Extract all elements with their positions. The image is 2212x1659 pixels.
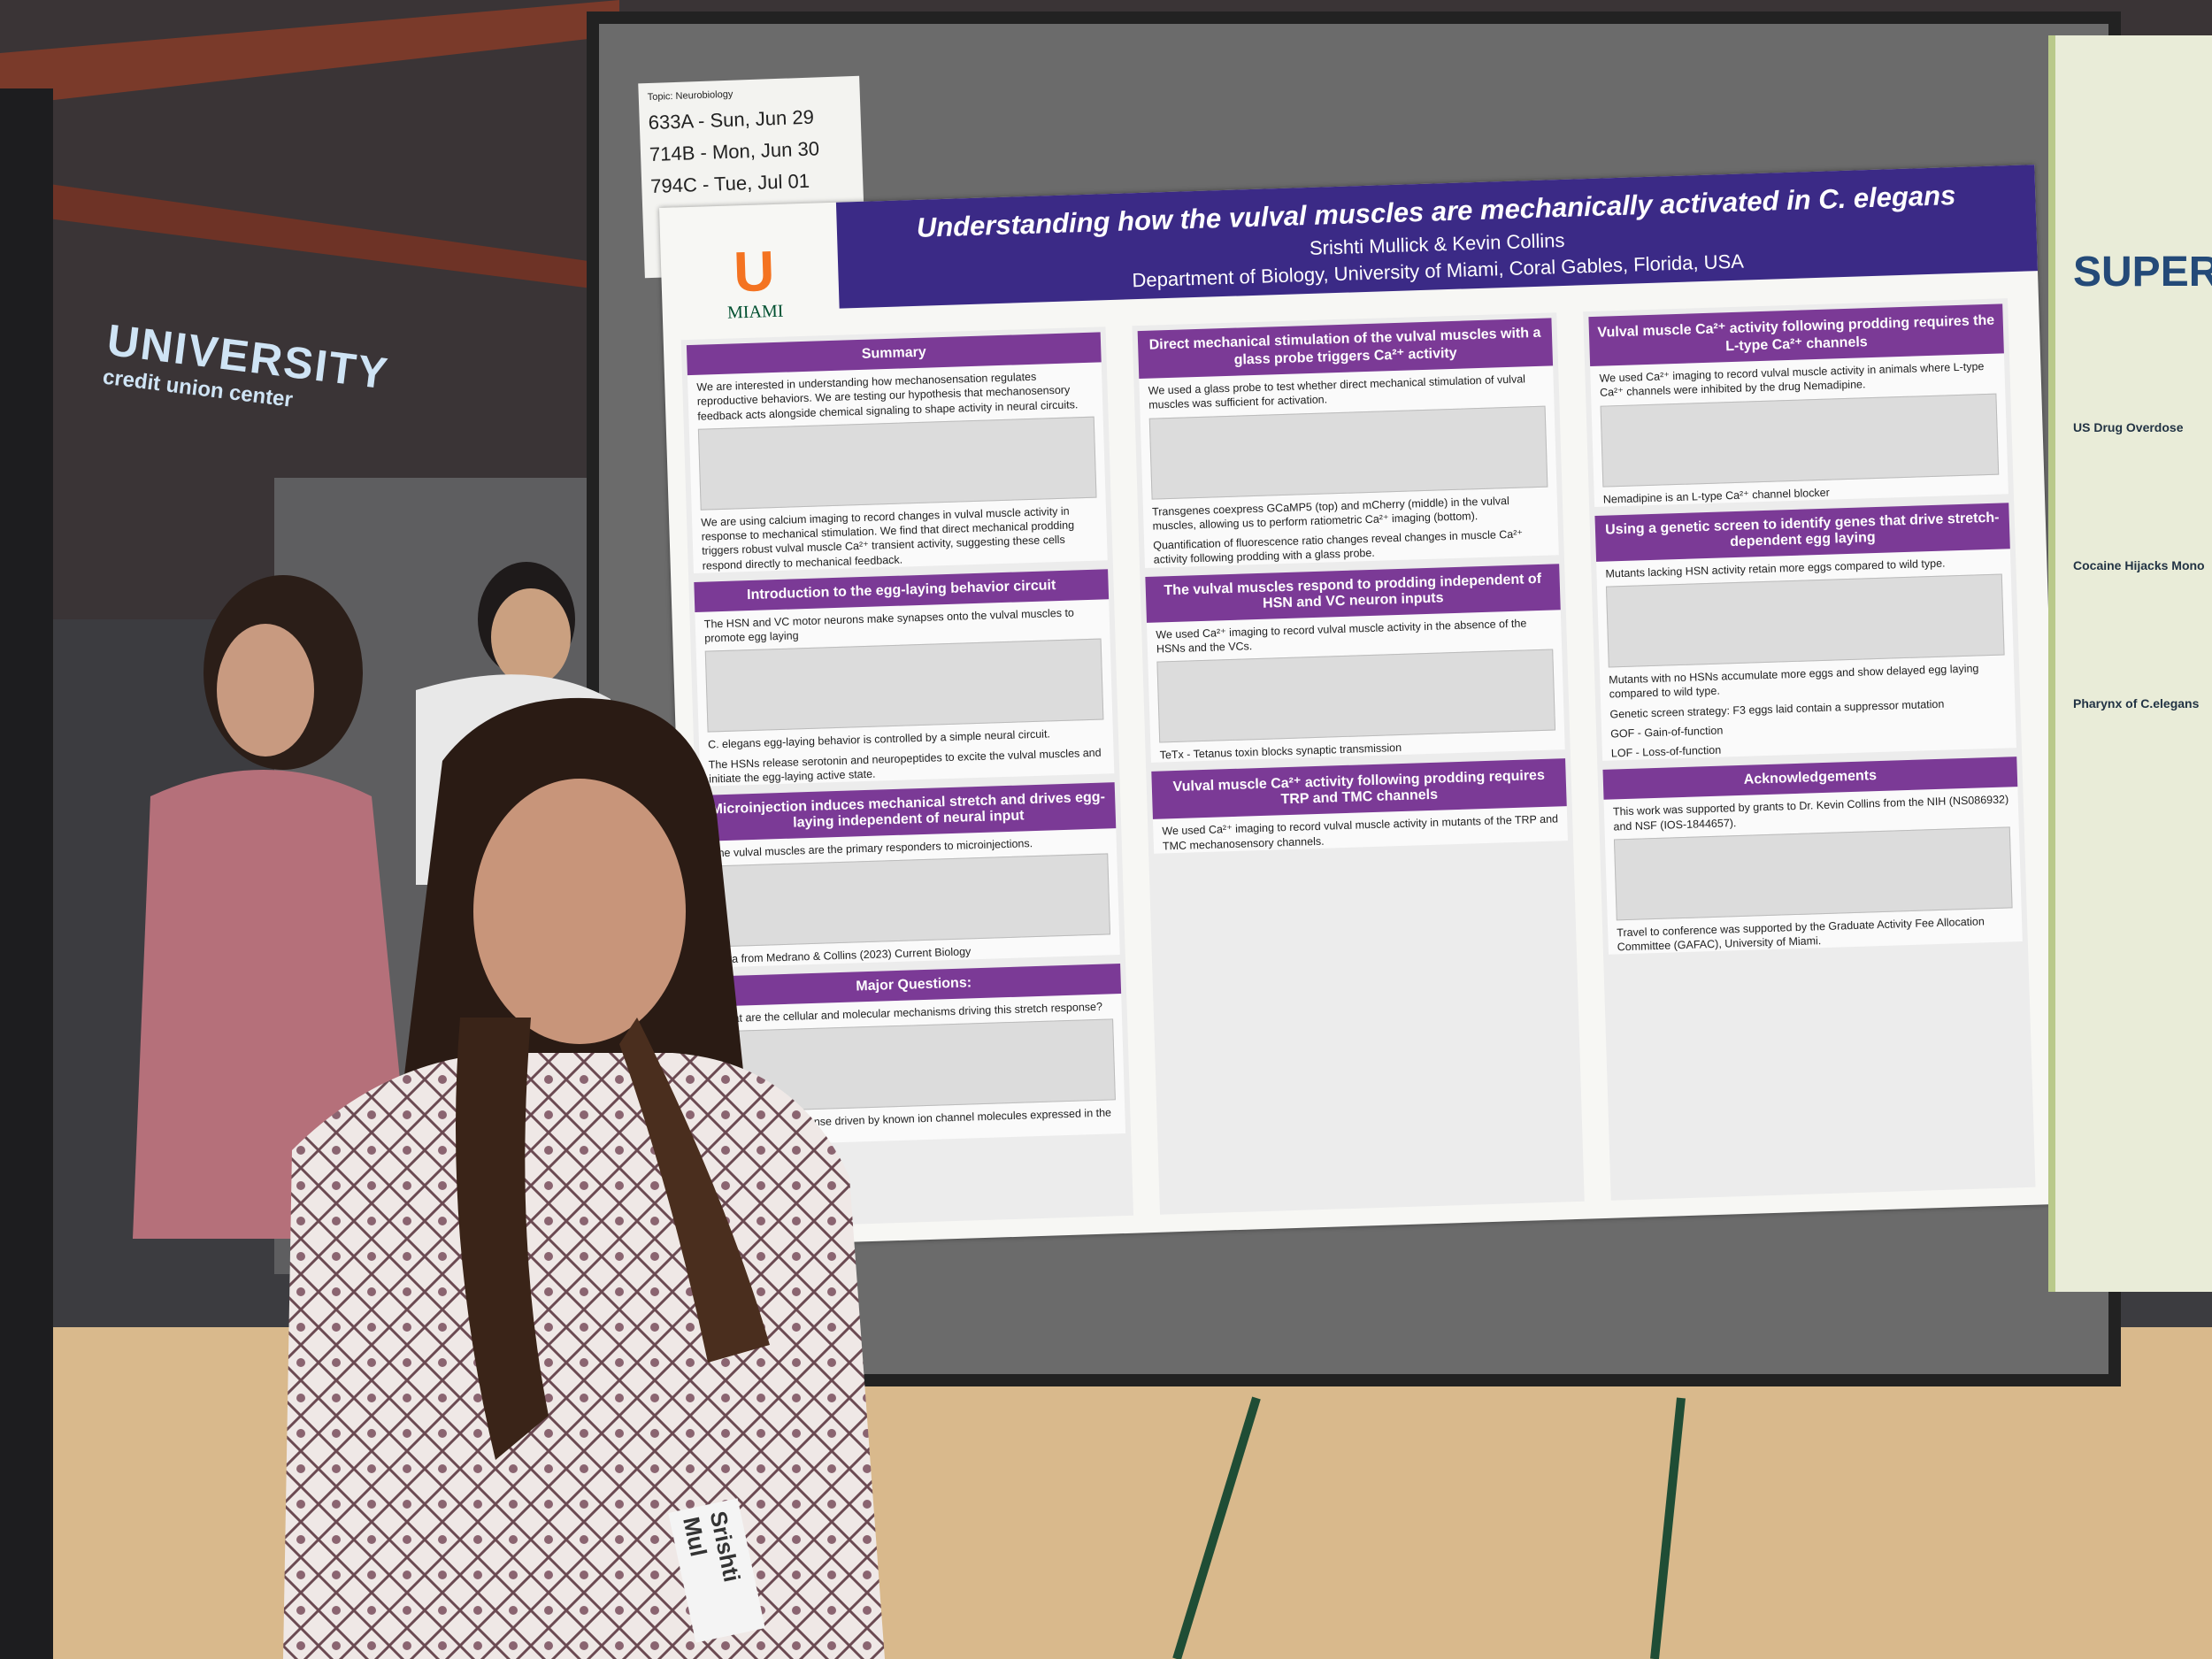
figure	[697, 416, 1097, 511]
poster-column: Direct mechanical stimulation of the vul…	[1132, 312, 1585, 1215]
section-text: We used Ca²⁺ imaging to record vulval mu…	[1599, 360, 1985, 399]
figure	[717, 1018, 1116, 1113]
figure	[704, 638, 1104, 733]
neighbor-text: Cocaine Hijacks Mono	[2073, 558, 2205, 572]
section-text: We used Ca²⁺ imaging to record vulval mu…	[1162, 812, 1559, 852]
poster-section: Vulval muscle Ca²⁺ activity following pr…	[1151, 758, 1568, 854]
section-text: This work was supported by grants to Dr.…	[1612, 793, 2009, 833]
neighbor-text: US Drug Overdose	[2073, 420, 2184, 434]
neighbor-title: SUPER	[2073, 249, 2212, 296]
section-heading: Vulval muscle Ca²⁺ activity following pr…	[1588, 303, 2004, 367]
figure	[1613, 826, 2013, 921]
neighbor-poster: SUPER US Drug Overdose Cocaine Hijacks Mo…	[2048, 35, 2212, 1292]
session: 633A - Sun, Jun 29	[648, 105, 815, 134]
poster-section: Using a genetic screen to identify genes…	[1594, 503, 2016, 762]
poster: Understanding how the vulval muscles are…	[659, 165, 2068, 1248]
figure	[711, 853, 1111, 948]
section-heading: Microinjection induces mechanical stretc…	[700, 782, 1117, 841]
session: 714B - Mon, Jun 30	[649, 137, 820, 166]
logo-text: MIAMI	[726, 301, 784, 323]
poster-section: Vulval muscle Ca²⁺ activity following pr…	[1588, 303, 2008, 507]
poster-section: The vulval muscles respond to prodding i…	[1145, 563, 1565, 764]
poster-section: Direct mechanical stimulation of the vul…	[1137, 318, 1559, 568]
section-text: The HSNs release serotonin and neuropept…	[708, 746, 1102, 786]
section-text: Transgenes coexpress GCaMP5 (top) and mC…	[1151, 494, 1509, 533]
poster-section: Microinjection induces mechanical stretc…	[700, 782, 1120, 968]
figure	[1148, 405, 1548, 500]
section-heading: Using a genetic screen to identify genes…	[1594, 503, 2010, 562]
poster-section: Summary We are interested in understandin…	[686, 332, 1108, 573]
section-text: We used Ca²⁺ imaging to record vulval mu…	[1156, 616, 1527, 656]
schedule-topic: Topic: Neurobiology	[647, 88, 733, 104]
session: 794C - Tue, Jul 01	[649, 169, 810, 198]
section-heading: Direct mechanical stimulation of the vul…	[1137, 318, 1554, 380]
section-text: We are interested in understanding how m…	[696, 370, 1079, 423]
logo-mark: U	[733, 238, 776, 304]
section-text: Travel to conference was supported by th…	[1617, 915, 1985, 954]
poster-section: Introduction to the egg-laying behavior …	[694, 569, 1115, 787]
poster-column: Summary We are interested in understandin…	[680, 326, 1134, 1229]
figure	[1600, 393, 2000, 488]
figure	[1605, 573, 2005, 668]
section-text: Quantification of fluorescence ratio cha…	[1153, 527, 1524, 566]
poster-logo: U MIAMI	[687, 238, 822, 340]
section-text: We are using calcium imaging to record c…	[700, 504, 1075, 572]
poster-section: Acknowledgements This work was supported …	[1602, 757, 2023, 955]
neighbor-text: Pharynx of C.elegans	[2073, 696, 2200, 710]
section-text: We used a glass probe to test whether di…	[1148, 373, 1526, 411]
figure	[1156, 649, 1556, 743]
poster-section: Major Questions: What are the cellular an…	[706, 963, 1126, 1147]
section-text: Is the stretch response driven by known …	[719, 1106, 1112, 1146]
section-heading: Vulval muscle Ca²⁺ activity following pr…	[1151, 758, 1567, 820]
poster-column: Vulval muscle Ca²⁺ activity following pr…	[1583, 298, 2036, 1201]
section-heading: The vulval muscles respond to prodding i…	[1145, 563, 1561, 623]
section-text: Mutants with no HSNs accumulate more egg…	[1609, 662, 1979, 701]
